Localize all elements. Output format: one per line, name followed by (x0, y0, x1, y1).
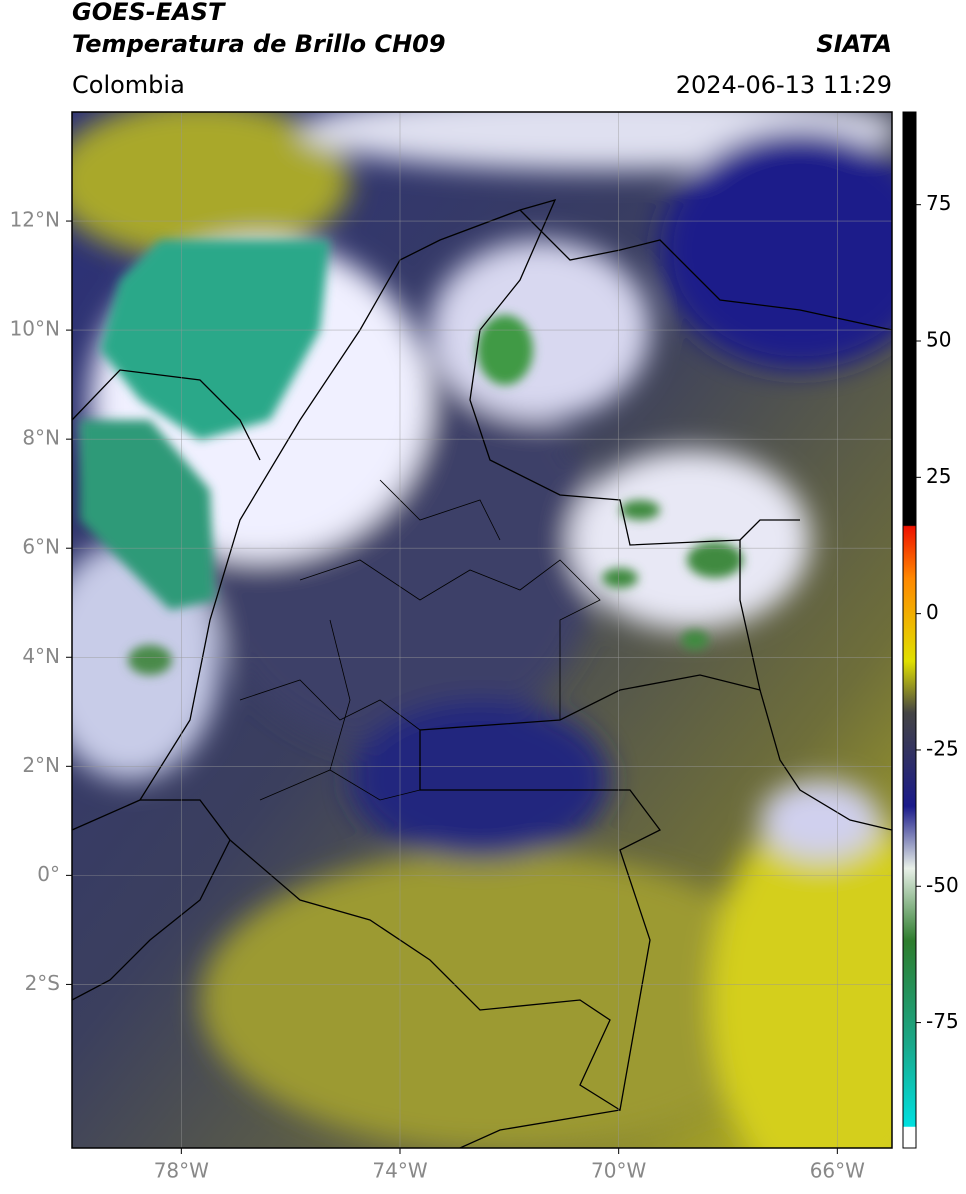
x-tick-label: 74°W (372, 1159, 427, 1183)
satellite-image (72, 112, 892, 1148)
title-line: Temperatura de Brillo CH09 (72, 30, 446, 58)
cloud-field (72, 112, 892, 1148)
y-tick-label: 10°N (10, 317, 60, 341)
plot-frame (71, 111, 893, 1149)
colorbar-tick-label: 75 (926, 191, 951, 215)
y-tick-label: 2°S (25, 971, 60, 995)
colorbar-tick-label: 50 (926, 328, 951, 352)
y-tick-label: 2°N (22, 753, 60, 777)
colorbar-tick-label: -50 (926, 873, 959, 897)
y-tick-label: 12°N (10, 208, 60, 232)
y-tick-label: 4°N (22, 644, 60, 668)
x-tick-label: 78°W (154, 1159, 209, 1183)
colorbar-tick-label: -75 (926, 1009, 959, 1033)
source: SIATA (816, 30, 892, 58)
colorbar-tick-label: 0 (926, 600, 939, 624)
grid (72, 112, 892, 1148)
colorbar-tick-label: 25 (926, 464, 951, 488)
x-tick-label: 66°W (810, 1159, 865, 1183)
y-tick-label: 8°N (22, 426, 60, 450)
y-tick-label: 6°N (22, 535, 60, 559)
colorbar-tick-label: -25 (926, 736, 959, 760)
subtitle: Colombia (72, 71, 185, 99)
y-tick-label: 0° (37, 862, 60, 886)
title-line: GOES-EAST (72, 0, 226, 26)
date: 2024-06-13 11:29 (676, 71, 892, 99)
colorbar (902, 111, 917, 1149)
cold-tops (80, 240, 743, 675)
x-tick-label: 70°W (591, 1159, 646, 1183)
